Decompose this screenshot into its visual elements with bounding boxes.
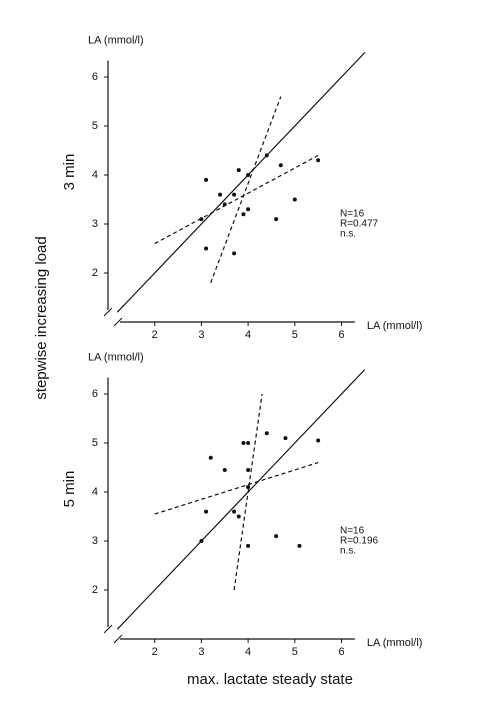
y-title: stepwise increasing load: [33, 236, 50, 399]
y-tick-label: 3: [92, 218, 98, 230]
point: [264, 431, 269, 436]
point: [292, 197, 297, 202]
x-tick-label: 2: [152, 646, 158, 658]
x-axis-label: LA (mmol/l): [367, 320, 423, 332]
point: [236, 514, 241, 519]
regression-line: [116, 369, 366, 630]
x-tick-label: 5: [292, 329, 298, 341]
x-tick-label: 2: [152, 329, 158, 341]
point: [232, 192, 237, 197]
x-tick-label: 3: [198, 646, 204, 658]
regression-line: [116, 52, 366, 313]
point: [246, 207, 251, 212]
y-tick-label: 5: [92, 120, 98, 132]
x-tick-label: 4: [245, 329, 251, 341]
regression-line: [210, 96, 282, 284]
point: [204, 246, 209, 251]
point: [199, 539, 204, 543]
point: [264, 153, 269, 158]
y-tick-label: 3: [92, 535, 98, 547]
point: [246, 467, 251, 472]
y-tick-label: 6: [92, 71, 98, 83]
point: [218, 192, 223, 197]
axis-break: [103, 624, 113, 634]
axis-break: [113, 634, 123, 644]
point: [274, 217, 279, 222]
y-tick-label: 2: [92, 584, 98, 596]
point: [199, 217, 204, 222]
point: [246, 485, 251, 490]
x-tick-label: 3: [198, 329, 204, 341]
point: [246, 173, 251, 177]
point: [316, 438, 321, 443]
point: [204, 509, 209, 514]
point: [246, 441, 251, 445]
point: [316, 158, 321, 163]
panel-label: 5 min: [61, 471, 78, 508]
annotation: n.s.: [340, 229, 356, 240]
regression-line: [154, 154, 319, 245]
panel-label: 3 min: [61, 154, 78, 191]
point: [241, 212, 246, 217]
regression-line: [233, 393, 263, 591]
y-tick-label: 2: [92, 267, 98, 279]
point: [241, 441, 246, 445]
point: [208, 455, 213, 460]
point: [222, 202, 227, 207]
point: [232, 251, 237, 256]
x-title: max. lactate steady state: [187, 671, 353, 688]
annotation: R=0.196: [340, 536, 379, 547]
y-tick-label: 4: [92, 486, 98, 498]
x-tick-label: 6: [338, 646, 344, 658]
x-tick-label: 6: [338, 329, 344, 341]
annotation: n.s.: [340, 546, 356, 557]
annotation: N=16: [340, 526, 365, 537]
annotation: R=0.477: [340, 219, 379, 230]
point: [274, 534, 279, 539]
point: [283, 436, 288, 441]
x-tick-label: 4: [245, 646, 251, 658]
point: [278, 163, 283, 168]
point: [236, 168, 241, 173]
point: [246, 543, 251, 548]
y-axis-label: LA (mmol/l): [88, 34, 144, 46]
point: [232, 509, 237, 514]
regression-line: [154, 462, 319, 515]
axis-break: [113, 317, 123, 327]
x-axis-label: LA (mmol/l): [367, 637, 423, 649]
y-axis-label: LA (mmol/l): [88, 351, 144, 363]
x-tick-label: 5: [292, 646, 298, 658]
annotation: N=16: [340, 209, 365, 220]
y-tick-label: 4: [92, 169, 98, 181]
y-tick-label: 5: [92, 437, 98, 449]
point: [222, 467, 227, 472]
y-tick-label: 6: [92, 388, 98, 400]
point: [204, 177, 209, 182]
axis-break: [103, 307, 113, 317]
point: [297, 543, 302, 548]
